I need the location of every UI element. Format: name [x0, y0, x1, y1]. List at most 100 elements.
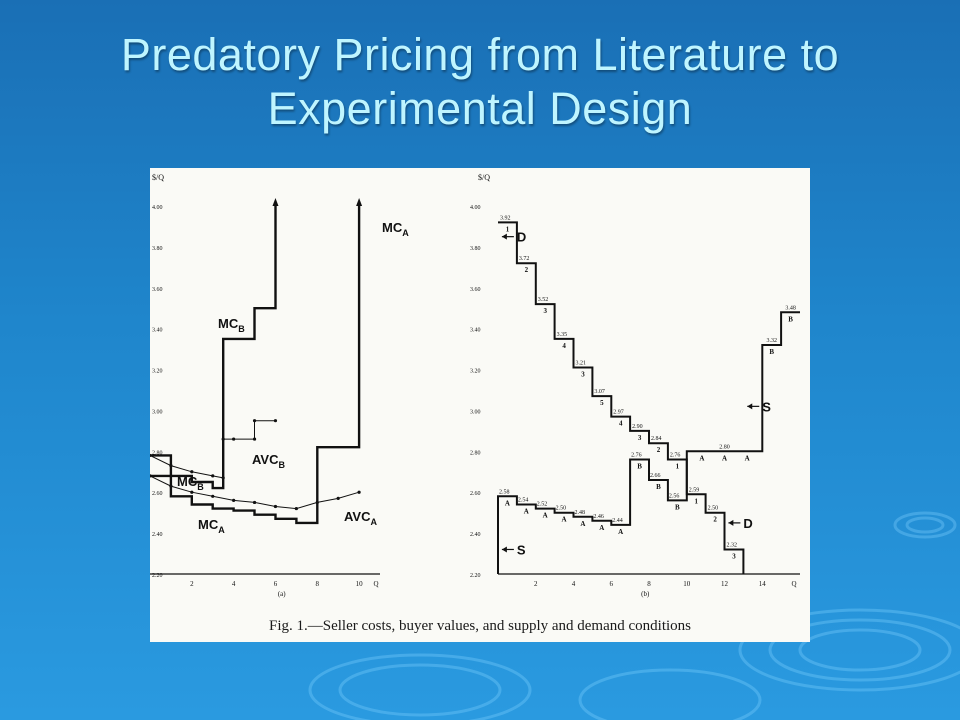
demand-step-id: 5: [600, 399, 604, 407]
demand-step-id: 4: [619, 420, 623, 428]
label-avc-a: AVCA: [344, 509, 377, 527]
slide-title: Predatory Pricing from Literature to Exp…: [0, 28, 960, 136]
panel-b-y-tick: 3.40: [470, 328, 481, 334]
avc-point: [315, 500, 319, 505]
figure-svg: $/Q 4.00 3.80 3.60 3.40 3.20 3.00 2.80 2.60 2.40 2…: [150, 173, 800, 598]
seller-mark: B: [769, 348, 774, 356]
demand-step-id: 1: [676, 463, 680, 471]
avc-point: [252, 419, 257, 423]
supply-value-label: 3.48: [785, 305, 796, 311]
label-mc-a: MCA: [198, 517, 225, 535]
panel-b-y-tick: 3.00: [470, 409, 481, 415]
arrow-left-icon: [501, 233, 507, 240]
avc-point: [150, 474, 152, 478]
avc-point: [336, 496, 340, 500]
avc-point: [211, 474, 215, 478]
figure-panel: $/Q 4.00 3.80 3.60 3.40 3.20 3.00 2.80 2.60 2.40 2…: [150, 168, 810, 642]
avc-point: [221, 437, 225, 441]
demand-step-id: 2: [657, 446, 661, 454]
demand-value-label: 2.76: [670, 453, 681, 459]
demand-value-label: 3.21: [576, 361, 587, 367]
seller-mark: A: [543, 512, 548, 520]
seller-mark: A: [745, 454, 750, 462]
avc-point: [150, 453, 152, 458]
panel-b-x-tick: 10: [683, 580, 691, 588]
series-mc-a: [150, 206, 361, 525]
avc-point: [252, 437, 257, 441]
demand-value-label: 3.92: [500, 215, 511, 221]
panel-b-x-tick: 14: [759, 580, 767, 588]
demand-value-label: 3.07: [594, 389, 605, 395]
supply-value-label: 2.58: [499, 489, 510, 495]
panel-b-y-tick: 3.80: [470, 246, 481, 252]
demand-step-id: 2: [525, 266, 529, 274]
avc-point: [232, 437, 236, 441]
series-mc-b: [150, 206, 277, 490]
supply-value-label: 2.50: [556, 506, 567, 512]
demand-value-label: 2.90: [632, 424, 643, 430]
supply-value-label: 2.54: [518, 497, 529, 503]
demand-value-label: 2.50: [708, 506, 719, 512]
seller-mark: B: [656, 483, 661, 491]
seller-mark: A: [599, 524, 604, 532]
avc-point: [273, 419, 278, 423]
label-mc-b-left: MCB: [177, 474, 204, 492]
demand-value-label: 2.32: [727, 542, 738, 548]
arrow-left-icon: [747, 403, 753, 410]
demand-step-id: 3: [732, 552, 736, 560]
panel-a-y-tick: 2.60: [152, 491, 163, 497]
demand-step-id: 1: [506, 225, 510, 233]
series-avc-b: [150, 420, 276, 479]
avc-point: [169, 464, 173, 468]
avc-point: [273, 504, 278, 509]
panel-b-y-tick: 3.60: [470, 287, 481, 293]
demand-step-id: 3: [638, 434, 642, 442]
panel-b-xlabel: Q: [791, 580, 796, 588]
arrowhead-icon: [272, 198, 279, 206]
seller-mark: B: [675, 503, 680, 511]
label-avc-b: AVCB: [252, 452, 285, 470]
avc-point: [357, 490, 361, 494]
avc-point: [232, 498, 236, 502]
panel-b-y-tick: 2.60: [470, 491, 481, 497]
panel-a-y-tick: 4.00: [152, 205, 163, 211]
panel-a-x-tick: 8: [316, 580, 320, 588]
avc-point: [190, 470, 194, 474]
arrow-left-icon: [728, 519, 734, 526]
supply-curve: [497, 311, 800, 574]
supply-value-label: 2.80: [719, 444, 730, 450]
supply-value-label: 2.48: [575, 510, 586, 516]
supply-value-label: 3.32: [766, 338, 777, 344]
demand-value-label: 3.35: [557, 332, 568, 338]
demand-step-id: 1: [694, 497, 698, 505]
panel-b-y-tick: 2.20: [470, 573, 481, 579]
avc-point: [221, 476, 225, 480]
label-mc-b: MCB: [218, 316, 245, 334]
panel-a-y-tick: 2.40: [152, 532, 163, 538]
panel-a-y-tick: 3.80: [152, 246, 163, 252]
seller-mark: A: [699, 454, 704, 462]
supply-value-label: 2.56: [669, 493, 680, 499]
panel-b-x-tick: 4: [572, 580, 576, 588]
supply-value-label: 2.66: [650, 473, 661, 479]
panel-a-y-tick: 3.00: [152, 409, 163, 415]
panel-b-y-tick: 2.40: [470, 532, 481, 538]
panel-a-label: (a): [278, 590, 286, 598]
panel-a-y-tick: 2.20: [152, 573, 163, 579]
panel-a-y-tick: 3.20: [152, 369, 163, 375]
panel-b-x-tick: 12: [721, 580, 729, 588]
label-mc-a-top: MCA: [382, 220, 409, 238]
arrowhead-icon: [356, 198, 363, 206]
panel-b-ylabel: $/Q: [478, 173, 490, 182]
demand-step-id: 3: [543, 307, 547, 315]
slide-title-line-1: Predatory Pricing from Literature to: [120, 29, 840, 80]
demand-curve: [498, 221, 745, 574]
seller-mark: A: [524, 507, 529, 515]
panel-b-x-tick: 8: [647, 580, 651, 588]
demand-value-label: 2.84: [651, 436, 662, 442]
supply-value-label: 2.44: [612, 518, 623, 524]
seller-mark: A: [562, 516, 567, 524]
avc-point: [211, 494, 215, 498]
supply-label-bottom: S: [517, 542, 526, 557]
slide-title-line-2: Experimental Design: [267, 83, 693, 134]
